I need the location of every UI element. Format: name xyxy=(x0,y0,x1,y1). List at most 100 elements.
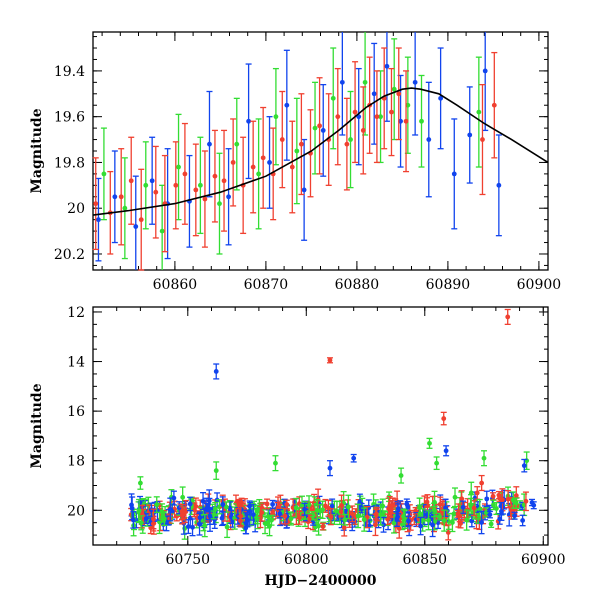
data-point xyxy=(171,495,177,501)
data-point xyxy=(395,506,401,512)
data-point xyxy=(360,128,366,133)
data-point xyxy=(202,523,208,528)
data-point xyxy=(173,182,179,188)
data-point xyxy=(181,511,187,517)
data-point xyxy=(438,95,444,101)
data-point xyxy=(219,515,225,521)
data-point xyxy=(153,189,159,195)
data-point xyxy=(450,520,455,525)
data-point xyxy=(154,502,160,508)
data-point xyxy=(193,187,199,193)
y-tick-label: 19.6 xyxy=(54,110,85,126)
data-point xyxy=(250,512,256,518)
data-point xyxy=(118,194,124,200)
data-point xyxy=(371,91,377,97)
data-point xyxy=(221,178,227,184)
data-point xyxy=(294,148,300,154)
data-point xyxy=(112,194,118,200)
y-tick-label: 14 xyxy=(67,355,85,371)
data-point xyxy=(441,416,447,421)
data-point xyxy=(161,516,167,522)
data-point xyxy=(419,118,424,124)
data-point xyxy=(531,502,537,508)
data-point xyxy=(487,512,493,518)
data-point xyxy=(329,503,335,509)
data-point xyxy=(476,109,482,115)
data-point xyxy=(234,141,240,147)
data-point xyxy=(443,505,448,511)
data-point xyxy=(512,513,518,519)
data-point xyxy=(227,505,233,511)
data-point xyxy=(212,173,218,179)
x-tick-label: 60750 xyxy=(166,552,211,568)
data-point xyxy=(320,524,326,529)
data-point xyxy=(520,518,526,523)
data-point xyxy=(157,519,162,525)
data-point xyxy=(193,504,199,509)
data-point xyxy=(458,521,463,527)
data-point xyxy=(224,524,230,530)
data-point xyxy=(352,109,358,115)
data-point xyxy=(220,501,226,507)
model-curve xyxy=(92,87,549,216)
data-point xyxy=(474,490,480,496)
data-point xyxy=(396,91,402,97)
data-point xyxy=(262,520,268,526)
data-point xyxy=(387,509,393,515)
data-point xyxy=(420,517,426,523)
data-point xyxy=(269,517,274,523)
data-point xyxy=(437,501,443,507)
data-point xyxy=(349,511,355,517)
data-point xyxy=(406,518,411,524)
data-point xyxy=(260,155,266,161)
data-point xyxy=(505,496,511,502)
data-point xyxy=(417,505,422,510)
data-point xyxy=(230,160,236,165)
data-point xyxy=(284,102,290,108)
data-point xyxy=(389,109,394,115)
data-point xyxy=(488,521,494,527)
x-tick-label: 60860 xyxy=(153,277,198,293)
y-tick-label: 12 xyxy=(67,305,85,321)
data-point xyxy=(256,171,262,177)
data-point xyxy=(312,125,318,131)
data-point xyxy=(394,516,400,522)
y-tick-label: 18 xyxy=(67,454,85,470)
data-point xyxy=(211,512,216,518)
data-point xyxy=(477,506,483,512)
data-point xyxy=(426,517,431,523)
data-point xyxy=(490,493,496,499)
data-point xyxy=(384,63,390,69)
data-point xyxy=(159,228,165,234)
data-point xyxy=(143,516,149,522)
data-point xyxy=(366,523,372,529)
data-point xyxy=(187,501,193,507)
data-point xyxy=(484,496,490,502)
data-point xyxy=(378,512,384,517)
data-point xyxy=(479,480,485,486)
data-point xyxy=(202,196,208,202)
data-point xyxy=(264,501,270,507)
x-tick-label: 60890 xyxy=(426,277,471,293)
data-point xyxy=(390,503,396,509)
data-point xyxy=(226,194,231,200)
axes-frame xyxy=(92,306,549,546)
x-tick-label: 60900 xyxy=(517,277,562,293)
data-point xyxy=(327,357,333,363)
data-point xyxy=(328,514,334,520)
data-point xyxy=(176,164,181,170)
data-point xyxy=(482,68,488,74)
data-point xyxy=(378,114,383,120)
data-point xyxy=(180,494,186,500)
y-tick-label: 19.4 xyxy=(54,64,85,80)
data-point xyxy=(513,493,519,499)
data-point xyxy=(182,171,188,177)
data-point xyxy=(480,137,485,142)
y-tick-label: 20 xyxy=(67,201,85,217)
data-point xyxy=(391,86,397,92)
data-point xyxy=(500,497,505,503)
data-point xyxy=(460,504,466,510)
data-point xyxy=(335,114,341,120)
data-point xyxy=(320,128,326,133)
